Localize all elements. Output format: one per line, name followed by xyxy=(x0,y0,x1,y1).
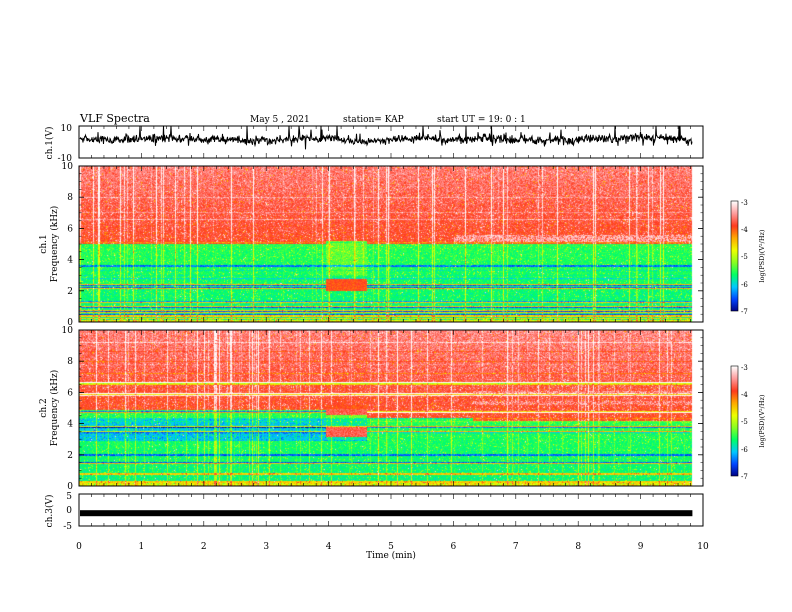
ch2-cb-tick-4: -4 xyxy=(741,391,748,399)
x-axis: 0 1 2 3 4 5 6 7 8 9 10 Time (min) xyxy=(76,542,709,561)
ch2-cb-tick-7: -7 xyxy=(741,473,748,481)
xtick-label-8: 8 xyxy=(575,542,581,552)
ch1-spectrogram-ylabel-2: Frequency (kHz) xyxy=(49,206,60,283)
ch2-cb-tick-6: -6 xyxy=(741,446,748,454)
ch3-ytick-top: 5 xyxy=(66,492,72,502)
freq-tick-label: 0 xyxy=(67,482,73,492)
ch1-ytick-top: 10 xyxy=(61,124,73,134)
ch1-cb-tick-4: -4 xyxy=(741,226,748,234)
station-label: station= KAP xyxy=(343,115,404,125)
freq-tick-label: 4 xyxy=(67,420,73,430)
ch1-cb-tick-7: -7 xyxy=(741,308,748,316)
freq-tick-label: 0 xyxy=(67,318,73,328)
ch1-cb-tick-6: -6 xyxy=(741,281,748,289)
ch2-cb-tick-5: -5 xyxy=(741,418,748,426)
ch1-waveform-trace xyxy=(79,125,693,150)
xtick-label-10: 10 xyxy=(697,542,709,552)
ch1-spectrogram-panel: 0 2 4 6 8 10 ch.1 Frequency (kHz) xyxy=(39,162,704,328)
ch2-colorbar-gradient xyxy=(731,366,738,476)
ch1-waveform-line xyxy=(79,125,693,150)
freq-tick-label: 8 xyxy=(67,193,73,203)
freq-tick-label: 2 xyxy=(67,287,73,297)
ch2-spectrogram-ylabel-2: Frequency (kHz) xyxy=(49,370,60,447)
freq-tick-label: 6 xyxy=(67,224,73,234)
ch1-spectrogram-ylabel-1: ch.1 xyxy=(39,234,49,253)
ch3-waveform-ylabel: ch.3(V) xyxy=(44,495,55,528)
ch3-ytick-mid: 0 xyxy=(66,506,72,516)
ch1-waveform-panel: 10 -10 ch.1(V) xyxy=(44,124,704,164)
ch2-cb-tick-3: -3 xyxy=(741,364,748,372)
freq-tick-label: 2 xyxy=(67,451,73,461)
freq-tick-label: 6 xyxy=(67,388,73,398)
xtick-label-2: 2 xyxy=(201,542,207,552)
chart-title: VLF Spectra xyxy=(80,112,150,125)
x-axis-label: Time (min) xyxy=(366,550,416,561)
ch1-waveform-ylabel: ch.1(V) xyxy=(44,127,55,160)
ch3-waveform-panel: 5 0 -5 ch.3(V) xyxy=(44,492,704,532)
freq-tick-label: 8 xyxy=(67,357,73,367)
xtick-label-0: 0 xyxy=(76,542,82,552)
ch3-waveform-line xyxy=(80,510,693,517)
xtick-label-3: 3 xyxy=(263,542,269,552)
xtick-label-6: 6 xyxy=(451,542,457,552)
freq-tick-label: 4 xyxy=(67,256,73,266)
date-label: May 5 , 2021 xyxy=(250,115,310,125)
ch1-ytick-bottom: -10 xyxy=(58,154,73,164)
xtick-label-1: 1 xyxy=(139,542,145,552)
xtick-label-7: 7 xyxy=(513,542,519,552)
freq-tick-label: 10 xyxy=(62,326,74,336)
ch2-spectrogram-ylabel-1: ch.2 xyxy=(39,398,49,417)
ch2-colorbar-label: log(PSD)(V²/Hz) xyxy=(758,394,766,447)
ch1-colorbar-label: log(PSD)(V²/Hz) xyxy=(758,229,766,282)
freq-tick-label: 10 xyxy=(62,162,74,172)
ch1-waveform-frame xyxy=(78,125,704,159)
ch1-cb-tick-3: -3 xyxy=(741,199,748,207)
ch2-colorbar: -3 -4 -5 -6 -7 log(PSD)(V²/Hz) xyxy=(730,364,766,481)
xtick-label-9: 9 xyxy=(638,542,644,552)
ch3-ytick-bottom: -5 xyxy=(63,522,72,532)
ch2-spectrogram-panel: 0 2 4 6 8 10 ch.2 Frequency (kHz) xyxy=(39,326,704,492)
ch1-spectrogram-image xyxy=(79,166,703,322)
ch1-colorbar: -3 -4 -5 -6 -7 log(PSD)(V²/Hz) xyxy=(730,199,766,316)
start-time-label: start UT = 19: 0 : 1 xyxy=(437,115,526,125)
time-ticks xyxy=(78,126,704,526)
ch1-cb-tick-5: -5 xyxy=(741,253,748,261)
ch1-colorbar-gradient xyxy=(731,201,738,311)
xtick-label-5: 5 xyxy=(388,542,394,552)
ch2-spectrogram-image xyxy=(79,330,703,486)
xtick-label-4: 4 xyxy=(326,542,332,552)
